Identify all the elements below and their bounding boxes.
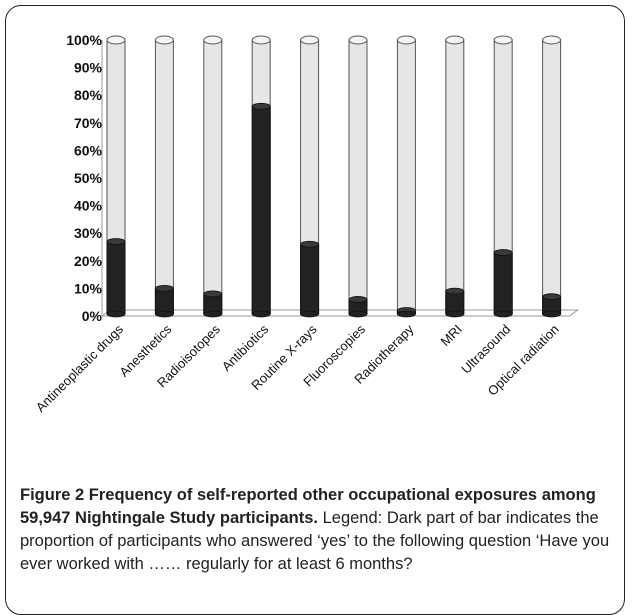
- bar-yes-top: [300, 240, 320, 248]
- bar-top-cap: [396, 35, 416, 45]
- bar-yes-top: [106, 238, 126, 245]
- y-tick-label: 80%: [74, 87, 103, 103]
- bar-top-cap: [154, 35, 174, 45]
- bar-top-cap: [348, 35, 368, 45]
- bar-top-cap: [445, 35, 465, 45]
- y-tick-label: 70%: [74, 115, 103, 131]
- bar-yes: [251, 105, 271, 315]
- bar-base: [251, 310, 271, 318]
- figure-caption: Figure 2 Frequency of self-reported othe…: [20, 484, 620, 576]
- bar-yes-top: [348, 296, 368, 303]
- bar-top-cap: [203, 35, 223, 45]
- y-tick-label: 100%: [66, 32, 102, 48]
- y-tick-label: 60%: [74, 142, 103, 158]
- bar-base: [396, 310, 416, 318]
- bar-yes: [154, 287, 174, 315]
- bar-top-cap: [493, 35, 513, 45]
- bar-no: [542, 39, 562, 315]
- bar-yes-top: [251, 102, 271, 110]
- bar-yes: [493, 252, 513, 315]
- x-category-labels: Antineoplastic drugsAnestheticsRadioisot…: [33, 321, 562, 415]
- bar-yes: [300, 243, 320, 315]
- bar-base: [203, 310, 223, 318]
- bar-no: [203, 39, 223, 315]
- bar-no: [445, 39, 465, 315]
- y-tick-label: 0%: [82, 308, 103, 324]
- bar-base: [106, 310, 126, 318]
- y-tick-labels: 0% 10% 20% 30% 40% 50% 60% 70% 80% 90% 100%: [66, 32, 102, 324]
- bar-top-cap: [251, 35, 271, 45]
- bar-base: [300, 310, 320, 318]
- bar-yes: [445, 290, 465, 315]
- bar-base: [493, 310, 513, 318]
- bar-base: [348, 310, 368, 318]
- y-tick-label: 30%: [74, 225, 103, 241]
- bar-yes-top: [203, 290, 223, 298]
- bar-yes: [106, 240, 126, 315]
- bar-no: [154, 39, 174, 315]
- bar-yes-top: [445, 287, 465, 295]
- bars-layer: [106, 35, 562, 318]
- bar-base: [542, 310, 561, 318]
- bar-base: [445, 310, 465, 318]
- bar-yes-top: [493, 249, 513, 256]
- caption-text: Legend: Dark part of bar indicates the p…: [20, 509, 610, 573]
- x-category-label: MRI: [437, 322, 464, 349]
- caption-title: Figure 2 Frequency of self-reported othe…: [20, 486, 596, 527]
- bar-top-cap: [542, 35, 562, 45]
- y-tick-label: 10%: [74, 280, 103, 296]
- y-tick-label: 50%: [74, 170, 103, 186]
- bar-no: [396, 39, 416, 315]
- y-tick-label: 90%: [74, 60, 103, 76]
- bar-chart: 0% 10% 20% 30% 40% 50% 60% 70% 80% 90% 100% Antine…: [33, 32, 580, 415]
- bar-top-cap: [106, 35, 126, 45]
- x-category-label: Antineoplastic drugs: [33, 321, 127, 415]
- y-tick-label: 20%: [74, 253, 103, 269]
- bar-yes-top: [154, 284, 174, 292]
- bar-top-cap: [300, 35, 320, 45]
- y-tick-label: 40%: [74, 198, 103, 214]
- bar-no: [348, 39, 368, 315]
- bar-base: [154, 310, 174, 318]
- bar-yes-top: [542, 293, 561, 301]
